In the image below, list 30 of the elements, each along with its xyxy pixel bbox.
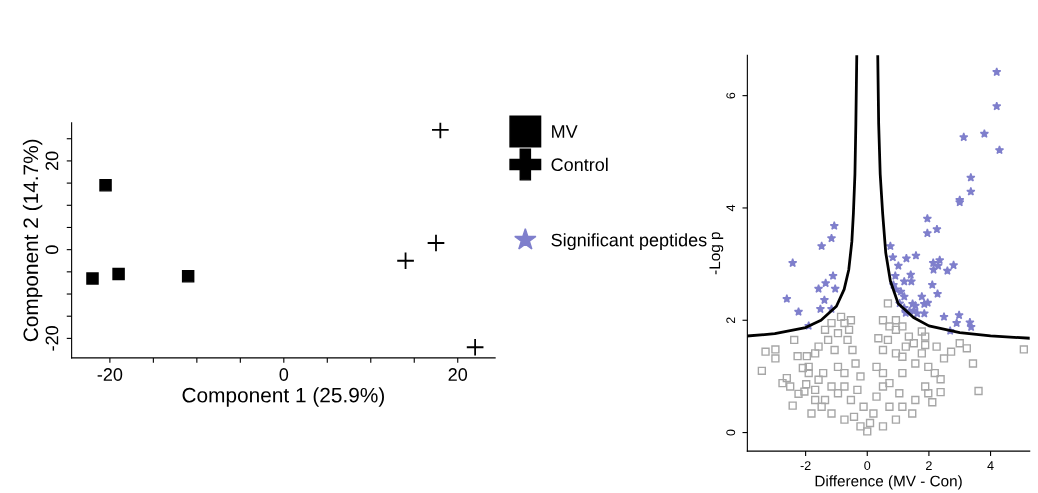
x-tick-label: 20	[448, 368, 468, 381]
y-tick-label: 0	[726, 429, 736, 436]
x-tick-label: 0	[864, 461, 871, 470]
x-tick-label: 4	[987, 461, 994, 470]
x-tick-label: -20	[97, 368, 123, 381]
point	[396, 251, 415, 270]
point	[99, 179, 112, 192]
legend-label: MV	[552, 125, 578, 138]
y-tick-label: 0	[45, 245, 59, 254]
x-axis-title: Difference (MV - Con)	[815, 475, 962, 490]
y-axis-title: -Log p	[709, 232, 724, 275]
point	[86, 272, 99, 285]
y-tick-label: 20	[45, 151, 59, 171]
point	[426, 233, 446, 253]
y-tick-label: 4	[726, 204, 736, 212]
point	[465, 338, 485, 357]
y-tick-label: 2	[726, 317, 736, 324]
y-axis-title: Component 2 (14.7%)	[22, 139, 43, 342]
point	[431, 122, 450, 140]
point	[112, 267, 125, 281]
x-tick-label: -2	[800, 461, 811, 470]
y-tick-label: -20	[45, 326, 59, 351]
x-tick-label: 0	[279, 368, 289, 381]
legend-label: Significant peptides	[551, 233, 707, 250]
line-series	[876, 55, 1030, 340]
point	[181, 270, 195, 283]
legend-label: Control	[551, 157, 608, 172]
x-axis-title: Component 1 (25.9%)	[182, 387, 384, 407]
x-tick-label: 2	[926, 461, 932, 470]
y-tick-label: 6	[726, 92, 736, 99]
